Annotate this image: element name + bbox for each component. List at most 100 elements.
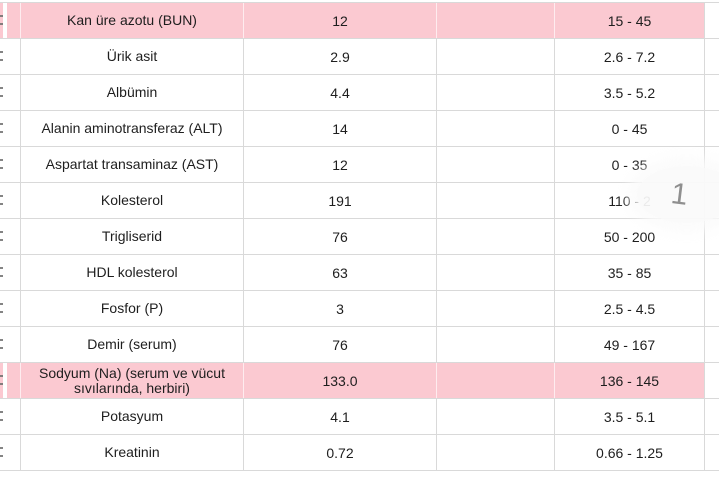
clipped-left-column-fragment — [0, 39, 3, 74]
result-value-cell: 4.4 — [243, 75, 436, 110]
reference-range-label: 0 - 35 — [611, 156, 648, 173]
test-name-label: Kreatinin — [104, 444, 160, 460]
flag-cell — [7, 363, 21, 398]
cutoff-right-cell — [705, 3, 719, 38]
clipped-left-column-fragment — [0, 327, 3, 362]
table-row: Aspartat transaminaz (AST) 12 0 - 35 — [0, 147, 719, 183]
reference-range-label: 3.5 - 5.1 — [603, 408, 656, 425]
reference-range-label: 0 - 45 — [611, 120, 648, 137]
clipped-text-fragment — [0, 15, 3, 17]
result-value-label: 4.4 — [330, 84, 350, 101]
clipped-text-fragment — [0, 23, 3, 25]
test-name-label: Aspartat transaminaz (AST) — [45, 156, 219, 172]
column-separator — [3, 3, 7, 38]
result-value-cell: 133.0 — [243, 363, 436, 398]
empty-cell — [436, 399, 554, 434]
empty-cell — [436, 255, 554, 290]
result-value-label: 76 — [332, 336, 348, 353]
cutoff-right-cell — [705, 399, 719, 434]
reference-range-cell: 0.66 - 1.25 — [554, 435, 705, 470]
reference-range-cell: 50 - 200 — [554, 219, 705, 254]
clipped-text-fragment — [0, 419, 3, 421]
test-name-cell: Alanin aminotransferaz (ALT) — [21, 111, 243, 146]
cutoff-right-cell — [705, 291, 719, 326]
flag-cell — [7, 291, 21, 326]
flag-cell — [7, 255, 21, 290]
clipped-left-column-fragment — [0, 435, 3, 470]
reference-range-label: 15 - 45 — [607, 12, 652, 29]
reference-range-label: 2.5 - 4.5 — [603, 300, 656, 317]
result-value-label: 14 — [332, 120, 348, 137]
test-name-cell: HDL kolesterol — [21, 255, 243, 290]
column-separator — [3, 327, 7, 362]
reference-range-cell: 3.5 - 5.2 — [554, 75, 705, 110]
clipped-text-fragment — [0, 231, 3, 233]
empty-cell — [436, 111, 554, 146]
table-row: Alanin aminotransferaz (ALT) 14 0 - 45 — [0, 111, 719, 147]
cutoff-right-cell — [705, 111, 719, 146]
clipped-text-fragment — [0, 303, 3, 305]
test-name-label: Demir (serum) — [87, 336, 177, 352]
empty-cell — [436, 147, 554, 182]
test-name-label: HDL kolesterol — [86, 264, 178, 280]
lab-results-table: Kan üre azotu (BUN) 12 15 - 45 Ürik asit… — [0, 0, 719, 471]
result-value-label: 3 — [336, 300, 344, 317]
test-name-cell: Trigliserid — [21, 219, 243, 254]
column-separator — [3, 399, 7, 434]
clipped-text-fragment — [0, 347, 3, 349]
empty-cell — [436, 183, 554, 218]
test-name-cell: Ürik asit — [21, 39, 243, 74]
table-row: Kan üre azotu (BUN) 12 15 - 45 — [0, 3, 719, 39]
column-separator — [3, 39, 7, 74]
result-value-cell: 191 — [243, 183, 436, 218]
flag-cell — [7, 399, 21, 434]
clipped-left-column-fragment — [0, 291, 3, 326]
reference-range-cell: 35 - 85 — [554, 255, 705, 290]
clipped-text-fragment — [0, 239, 3, 241]
result-value-cell: 3 — [243, 291, 436, 326]
clipped-text-fragment — [0, 275, 3, 277]
reference-range-cell: 2.5 - 4.5 — [554, 291, 705, 326]
table-row: Sodyum (Na) (serum ve vücut sıvılarında,… — [0, 363, 719, 399]
result-value-label: 76 — [332, 228, 348, 245]
result-value-cell: 76 — [243, 219, 436, 254]
empty-cell — [436, 75, 554, 110]
clipped-text-fragment — [0, 167, 3, 169]
empty-cell — [436, 39, 554, 74]
table-row: Trigliserid 76 50 - 200 — [0, 219, 719, 255]
result-value-label: 133.0 — [322, 372, 358, 389]
clipped-left-column-fragment — [0, 399, 3, 434]
table-row: Fosfor (P) 3 2.5 - 4.5 — [0, 291, 719, 327]
clipped-text-fragment — [0, 159, 3, 161]
test-name-cell: Kolesterol — [21, 183, 243, 218]
test-name-label: Ürik asit — [106, 48, 158, 64]
reference-range-label: 3.5 - 5.2 — [603, 84, 656, 101]
reference-range-label: 0.66 - 1.25 — [596, 444, 663, 461]
table-row: Kreatinin 0.72 0.66 - 1.25 — [0, 435, 719, 471]
empty-cell — [436, 3, 554, 38]
annotation-badge[interactable]: 1 — [637, 166, 719, 223]
clipped-left-column-fragment — [0, 3, 3, 38]
empty-cell — [436, 435, 554, 470]
column-separator — [3, 75, 7, 110]
flag-cell — [7, 183, 21, 218]
clipped-text-fragment — [0, 59, 3, 61]
result-value-label: 12 — [332, 12, 348, 29]
clipped-text-fragment — [0, 375, 3, 377]
result-value-cell: 12 — [243, 3, 436, 38]
clipped-text-fragment — [0, 411, 3, 413]
result-value-cell: 14 — [243, 111, 436, 146]
result-value-label: 0.72 — [326, 444, 354, 461]
reference-range-label: 49 - 167 — [603, 336, 656, 353]
test-name-cell: Albümin — [21, 75, 243, 110]
reference-range-cell: 136 - 145 — [554, 363, 705, 398]
table-row: Potasyum 4.1 3.5 - 5.1 — [0, 399, 719, 435]
result-value-label: 4.1 — [330, 408, 350, 425]
clipped-text-fragment — [0, 383, 3, 385]
clipped-text-fragment — [0, 311, 3, 313]
test-name-label: Kolesterol — [100, 192, 164, 208]
test-name-label: Potasyum — [100, 408, 164, 424]
flag-cell — [7, 75, 21, 110]
reference-range-label: 136 - 145 — [599, 372, 660, 389]
cutoff-right-cell — [705, 435, 719, 470]
